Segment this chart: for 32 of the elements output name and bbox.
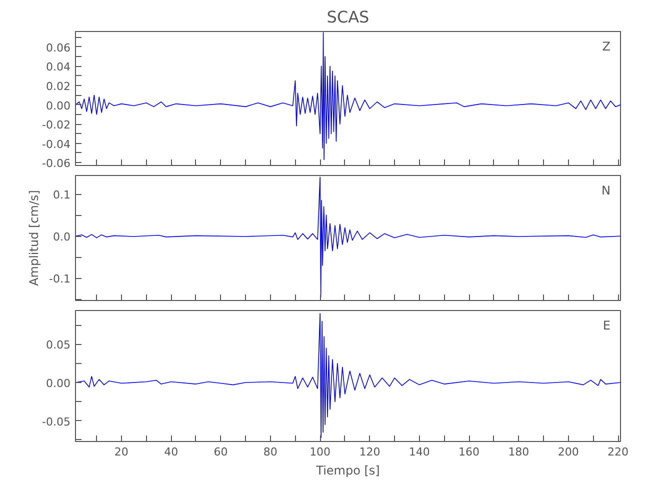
y-axis-title: Amplitud [cm/s] — [27, 190, 42, 286]
y-tick-label: 0.06 — [46, 41, 71, 54]
annotation: E — [602, 318, 611, 332]
line-series — [76, 313, 620, 438]
x-tick-label: 20 — [114, 446, 128, 458]
y-tick-label: 0.00 — [46, 99, 71, 112]
x-tick-label: 100 — [310, 446, 331, 458]
y-tick-label: 0.0 — [53, 230, 71, 244]
y-tick-label: -0.06 — [42, 157, 71, 170]
x-tick-label: 140 — [408, 446, 430, 458]
y-tick-label: -0.04 — [42, 138, 71, 151]
x-tick-label: 80 — [263, 446, 278, 458]
y-tick-label: -0.02 — [42, 118, 71, 132]
annotation: Z — [602, 40, 611, 54]
y-tick-label: 0.02 — [46, 80, 71, 93]
y-tick-label: -0.05 — [42, 415, 71, 428]
annotation: N — [602, 184, 611, 198]
x-tick-label: 60 — [214, 446, 228, 458]
x-tick-label: 160 — [458, 446, 480, 458]
x-tick-label: 40 — [164, 446, 178, 458]
y-tick-label: 0.1 — [53, 188, 71, 202]
y-tick-label: 0.05 — [46, 338, 71, 352]
y-tick-label: 0.04 — [46, 60, 71, 74]
x-tick-label: 220 — [608, 446, 629, 458]
line-series — [76, 32, 620, 160]
chart-title: SCAS — [326, 8, 370, 26]
x-tick-label: 180 — [508, 446, 530, 458]
y-tick-label: 0.00 — [46, 377, 71, 390]
x-tick-label: 200 — [558, 446, 579, 458]
y-tick-label: -0.1 — [49, 272, 71, 286]
x-tick-label: 120 — [359, 446, 380, 458]
x-axis-title: Tiempo [s] — [315, 464, 380, 478]
